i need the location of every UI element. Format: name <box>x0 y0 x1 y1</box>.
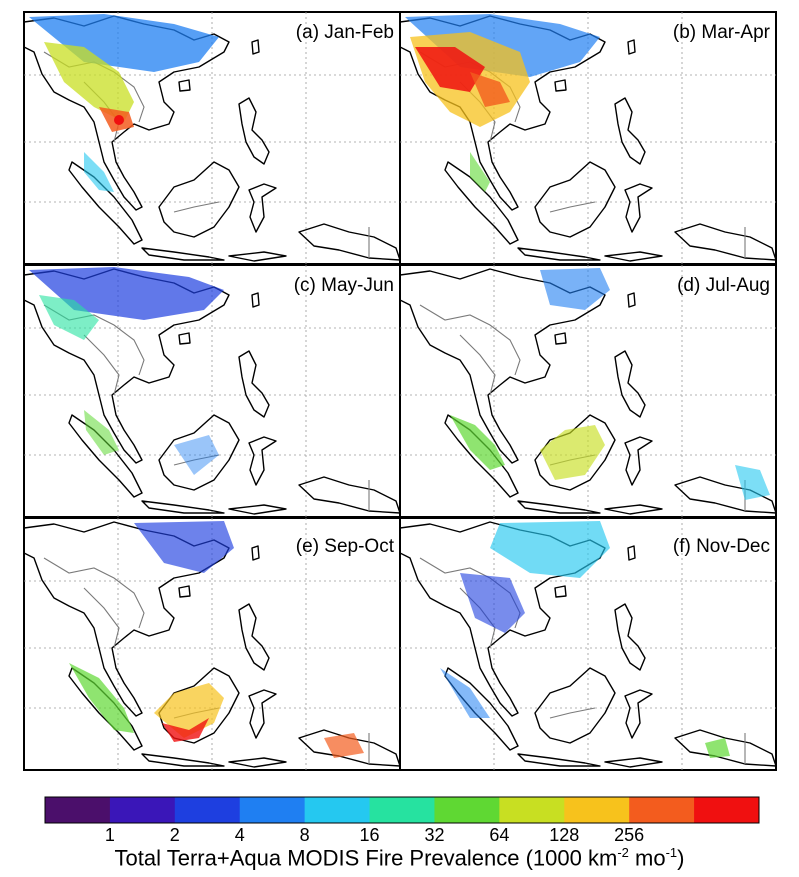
colorbar-swatch <box>499 797 565 823</box>
panel-label: (a) Jan-Feb <box>296 22 394 43</box>
colorbar-swatch <box>629 797 695 823</box>
panel-label: (e) Sep-Oct <box>296 536 395 557</box>
colorbar-tick-label: 8 <box>300 825 310 845</box>
panel-label: (c) May-Jun <box>294 275 394 296</box>
colorbar-tick-label: 1 <box>105 825 115 845</box>
colorbar-swatch <box>239 797 306 823</box>
colorbar-tick-label: 128 <box>549 825 579 845</box>
panel-c-may-jun: (c) May-Jun <box>23 264 401 518</box>
panel-d-jul-aug: (d) Jul-Aug <box>399 264 777 518</box>
panel-a-jan-feb: (a) Jan-Feb <box>23 11 401 265</box>
colorbar: 1 2 4 8 16 32 64 128 256 <box>44 796 760 845</box>
colorbar-outline <box>44 796 760 824</box>
colorbar-tick-label: 4 <box>235 825 245 845</box>
colorbar-swatch <box>369 797 435 823</box>
colorbar-tick-label: 2 <box>170 825 180 845</box>
panel-e-sep-oct: (e) Sep-Oct <box>23 517 401 771</box>
colorbar-swatch <box>564 797 630 823</box>
panel-label: (b) Mar-Apr <box>673 22 771 43</box>
colorbar-swatch <box>434 797 500 823</box>
colorbar-swatch <box>45 797 111 823</box>
colorbar-title: Total Terra+Aqua MODIS Fire Prevalence (… <box>114 845 685 871</box>
colorbar-swatch <box>694 797 760 823</box>
panel-label: (f) Nov-Dec <box>673 536 770 557</box>
colorbar-swatch <box>304 797 371 823</box>
colorbar-tick-label: 64 <box>489 825 509 845</box>
panel-label: (d) Jul-Aug <box>677 275 770 296</box>
panel-b-mar-apr: (b) Mar-Apr <box>399 11 777 265</box>
colorbar-tick-label: 256 <box>614 825 644 845</box>
colorbar-tick-label: 16 <box>360 825 380 845</box>
colorbar-swatch <box>109 797 176 823</box>
colorbar-tick-label: 32 <box>424 825 444 845</box>
panel-f-nov-dec: (f) Nov-Dec <box>399 517 777 771</box>
colorbar-swatch <box>174 797 241 823</box>
